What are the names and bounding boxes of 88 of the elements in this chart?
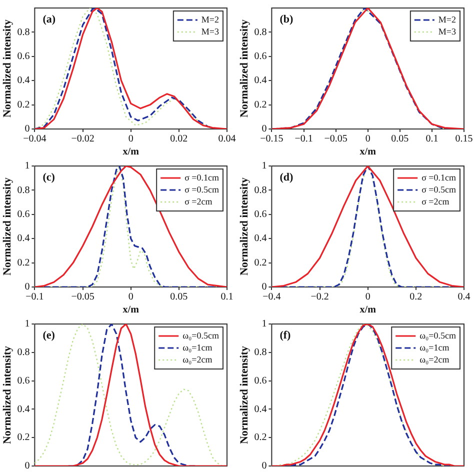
x-tick-label: 0.02 bbox=[170, 134, 188, 145]
y-tick-label: 0 bbox=[262, 460, 267, 472]
y-tick-label: 0.6 bbox=[254, 209, 267, 220]
y-tick-label: 0.6 bbox=[17, 209, 30, 220]
y-tick-label: 1 bbox=[24, 160, 30, 172]
y-tick-label: 0.4 bbox=[254, 404, 267, 415]
y-axis-title: Normalized intensity bbox=[238, 18, 250, 118]
y-tick-label: 0.4 bbox=[17, 75, 30, 86]
x-tick-label: −0.02 bbox=[71, 134, 94, 145]
y-tick-label: 0.2 bbox=[17, 99, 30, 110]
legend-label: σ =0.1cm bbox=[422, 172, 456, 182]
x-tick-label: 0 bbox=[365, 292, 370, 303]
x-tick-label: −0.1 bbox=[26, 292, 44, 303]
annotation: (c) bbox=[42, 171, 56, 184]
legend-label: ω₀=1cm bbox=[182, 342, 212, 352]
y-tick-label: 1 bbox=[24, 318, 30, 330]
y-tick-label: 0.8 bbox=[17, 26, 30, 38]
legend-label: ω₀=1cm bbox=[420, 342, 450, 352]
y-tick-label: 0.6 bbox=[17, 375, 30, 386]
y-tick-label: 0.2 bbox=[17, 432, 30, 444]
y-tick-label: 0.2 bbox=[17, 257, 30, 268]
y-tick-label: 1 bbox=[262, 318, 267, 330]
legend-label: ω₀=0.5cm bbox=[182, 330, 220, 340]
y-tick-label: 0.2 bbox=[254, 432, 267, 444]
y-axis-title: Normalized intensity bbox=[238, 176, 250, 276]
x-tick-label: −0.1 bbox=[294, 134, 313, 145]
legend-label: σ =2cm bbox=[184, 196, 212, 206]
y-axis-title: Normalized intensity bbox=[1, 345, 14, 444]
y-tick-label: 0 bbox=[24, 282, 30, 293]
x-tick-label: −0.05 bbox=[324, 134, 348, 145]
y-tick-label: 0.4 bbox=[17, 404, 30, 415]
annotation: (b) bbox=[280, 13, 294, 26]
x-tick-label: −0.4 bbox=[262, 292, 281, 303]
legend-label: σ =0.5cm bbox=[422, 184, 456, 194]
legend-label: σ =2cm bbox=[422, 196, 450, 206]
y-tick-label: 0.8 bbox=[17, 184, 30, 196]
annotation: (e) bbox=[42, 329, 56, 342]
y-tick-label: 0 bbox=[262, 282, 267, 293]
y-tick-label: 0.2 bbox=[254, 99, 267, 110]
x-tick-label: 0 bbox=[365, 134, 370, 145]
x-tick-label: −0.05 bbox=[71, 292, 94, 303]
legend-label: ω₀=2cm bbox=[182, 354, 212, 364]
x-tick-label: 0.4 bbox=[458, 292, 470, 303]
x-axis-title: x/m bbox=[360, 146, 377, 158]
legend-label: σ =0.1cm bbox=[184, 172, 220, 182]
y-tick-label: 1 bbox=[262, 160, 267, 172]
x-axis-title: x/m bbox=[122, 304, 140, 316]
x-tick-label: 0.04 bbox=[218, 134, 236, 145]
legend-label: M=3 bbox=[438, 26, 456, 36]
y-tick-label: 0.8 bbox=[254, 347, 267, 358]
x-tick-label: 0 bbox=[128, 134, 134, 145]
y-tick-label: 0 bbox=[262, 124, 267, 135]
y-tick-label: 0.4 bbox=[254, 75, 267, 86]
x-tick-label: −0.15 bbox=[260, 134, 284, 145]
x-tick-label: 0.05 bbox=[391, 134, 409, 145]
legend-label: M=3 bbox=[201, 26, 220, 36]
y-axis-title: Normalized intensity bbox=[1, 18, 14, 118]
y-tick-label: 0.2 bbox=[254, 257, 267, 268]
y-tick-label: 0 bbox=[24, 460, 30, 472]
x-axis-title: x/m bbox=[360, 304, 377, 316]
y-tick-label: 0.4 bbox=[17, 233, 30, 244]
x-tick-label: 0.15 bbox=[455, 134, 473, 145]
x-tick-label: 0 bbox=[128, 292, 134, 303]
x-tick-label: 0.1 bbox=[220, 292, 234, 303]
x-tick-label: 0.2 bbox=[410, 292, 422, 303]
y-tick-label: 0.8 bbox=[254, 184, 267, 196]
y-tick-label: 0.6 bbox=[254, 375, 267, 386]
legend-label: ω₀=0.5cm bbox=[420, 330, 456, 340]
annotation: (d) bbox=[280, 171, 294, 184]
legend-label: M=2 bbox=[201, 14, 219, 24]
annotation: (a) bbox=[42, 13, 56, 26]
x-tick-label: −0.2 bbox=[310, 292, 329, 303]
x-axis-title: x/m bbox=[122, 146, 140, 158]
y-tick-label: 0.8 bbox=[17, 347, 30, 358]
y-axis-title: Normalized intensity bbox=[238, 345, 250, 444]
x-tick-label: 0.1 bbox=[426, 134, 438, 145]
y-tick-label: 0.6 bbox=[254, 51, 267, 62]
legend-label: ω₀=2cm bbox=[420, 354, 450, 364]
y-axis-title: Normalized intensity bbox=[1, 176, 14, 276]
annotation: (f) bbox=[280, 329, 292, 342]
y-tick-label: 0.8 bbox=[254, 26, 267, 38]
legend-label: M=2 bbox=[438, 14, 456, 24]
x-tick-label: −0.04 bbox=[23, 134, 46, 145]
y-tick-label: 0 bbox=[24, 124, 30, 135]
y-tick-label: 0.6 bbox=[17, 51, 30, 62]
y-tick-label: 0.4 bbox=[254, 233, 267, 244]
legend-label: σ =0.5cm bbox=[184, 184, 220, 194]
x-tick-label: 0.05 bbox=[170, 292, 188, 303]
